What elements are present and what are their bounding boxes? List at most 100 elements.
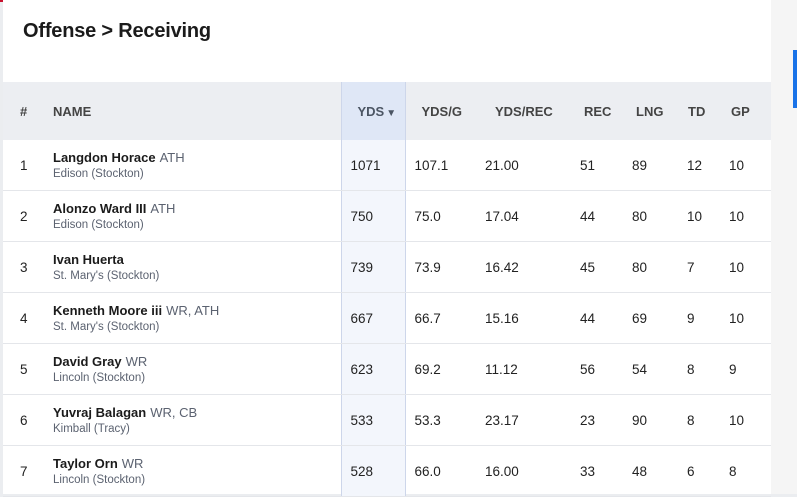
school-name[interactable]: Lincoln (Stockton): [53, 372, 146, 384]
player-name-link[interactable]: Ivan Huerta: [53, 252, 124, 267]
player-name-link[interactable]: David Gray: [53, 354, 122, 369]
player-position: WR: [125, 354, 148, 369]
rank-cell: 2: [3, 190, 53, 242]
ydsrec-cell: 17.04: [477, 190, 574, 242]
player-position: ATH: [159, 150, 185, 165]
table-header-row: # NAME YDS ▼ YDS/G YDS/REC REC LNG TD GP: [3, 82, 771, 140]
lng-cell: 80: [628, 241, 680, 293]
player-name-link[interactable]: Kenneth Moore iii: [53, 303, 163, 318]
ydsrec-cell: 11.12: [477, 343, 574, 395]
table-row[interactable]: 6 Yuvraj Balagan WR, CB Kimball (Tracy) 533 5…: [3, 394, 771, 446]
column-header-yds[interactable]: YDS ▼: [340, 82, 406, 140]
school-name[interactable]: Edison (Stockton): [53, 219, 144, 231]
ydsg-cell: 73.9: [405, 241, 477, 293]
rank-cell: 6: [3, 394, 53, 446]
school-name[interactable]: St. Mary's (Stockton): [53, 270, 160, 282]
player-cell[interactable]: Kenneth Moore iii WR, ATH St. Mary's (Stoc…: [53, 292, 341, 344]
rec-cell: 51: [574, 140, 628, 191]
stats-card: Offense > Receiving # NAME YDS ▼ YDS/G YD…: [3, 0, 771, 497]
lng-cell: 80: [628, 190, 680, 242]
td-cell: 12: [680, 140, 725, 191]
column-header-rec[interactable]: REC: [574, 82, 628, 140]
player-name-link[interactable]: Taylor Orn: [53, 456, 118, 471]
gp-cell: 8: [725, 445, 771, 497]
ydsg-cell: 107.1: [405, 140, 477, 191]
sort-desc-icon: ▼: [386, 107, 397, 119]
scrollbar-thumb[interactable]: [793, 50, 797, 108]
player-name-link[interactable]: Yuvraj Balagan: [53, 405, 147, 420]
gp-cell: 10: [725, 292, 771, 344]
lng-cell: 90: [628, 394, 680, 446]
ydsg-cell: 75.0: [405, 190, 477, 242]
gp-cell: 10: [725, 140, 771, 191]
rank-cell: 3: [3, 241, 53, 293]
lng-cell: 69: [628, 292, 680, 344]
receiving-table-container: # NAME YDS ▼ YDS/G YDS/REC REC LNG TD GP …: [3, 82, 771, 497]
ydsrec-cell: 21.00: [477, 140, 574, 191]
rank-cell: 4: [3, 292, 53, 344]
yds-label: YDS: [357, 103, 385, 119]
lng-cell: 54: [628, 343, 680, 395]
player-cell[interactable]: Ivan Huerta St. Mary's (Stockton): [53, 241, 341, 293]
rank-cell: 7: [3, 445, 53, 497]
ydsrec-cell: 16.00: [477, 445, 574, 497]
td-cell: 7: [680, 241, 725, 293]
yds-cell: 667: [340, 292, 406, 344]
table-row[interactable]: 4 Kenneth Moore iii WR, ATH St. Mary's (Sto…: [3, 292, 771, 344]
gp-cell: 9: [725, 343, 771, 395]
ydsrec-cell: 16.42: [477, 241, 574, 293]
yds-cell: 533: [340, 394, 406, 446]
player-position: ATH: [150, 201, 176, 216]
gp-cell: 10: [725, 241, 771, 293]
column-header-ydsrec[interactable]: YDS/REC: [477, 82, 574, 140]
ydsrec-cell: 23.17: [477, 394, 574, 446]
title-area: Offense > Receiving: [3, 0, 771, 82]
yds-cell: 739: [340, 241, 406, 293]
td-cell: 8: [680, 343, 725, 395]
table-row[interactable]: 1 Langdon Horace ATH Edison (Stockton) 1071 1…: [3, 140, 771, 191]
yds-cell: 750: [340, 190, 406, 242]
school-name[interactable]: Lincoln (Stockton): [53, 474, 146, 486]
column-header-gp[interactable]: GP: [725, 82, 771, 140]
ydsg-cell: 66.7: [405, 292, 477, 344]
school-name[interactable]: St. Mary's (Stockton): [53, 321, 160, 333]
rec-cell: 33: [574, 445, 628, 497]
yds-cell: 528: [340, 445, 406, 497]
table-row[interactable]: 7 Taylor Orn WR Lincoln (Stockton) 528 66.0 16…: [3, 445, 771, 497]
rank-cell: 1: [3, 140, 53, 191]
rec-cell: 45: [574, 241, 628, 293]
player-cell[interactable]: David Gray WR Lincoln (Stockton): [53, 343, 341, 395]
table-row[interactable]: 2 Alonzo Ward III ATH Edison (Stockton) 750 7…: [3, 190, 771, 242]
column-header-td[interactable]: TD: [680, 82, 725, 140]
player-name-link[interactable]: Langdon Horace: [53, 150, 156, 165]
gp-cell: 10: [725, 190, 771, 242]
rec-cell: 56: [574, 343, 628, 395]
table-row[interactable]: 5 David Gray WR Lincoln (Stockton) 623 69.2 11…: [3, 343, 771, 395]
yds-cell: 623: [340, 343, 406, 395]
side-panel: [771, 0, 797, 494]
td-cell: 9: [680, 292, 725, 344]
player-position: WR: [121, 456, 144, 471]
ydsg-cell: 69.2: [405, 343, 477, 395]
player-position: WR, CB: [150, 405, 198, 420]
ydsrec-cell: 15.16: [477, 292, 574, 344]
gp-cell: 10: [725, 394, 771, 446]
column-header-name[interactable]: NAME: [53, 82, 341, 140]
column-header-ydsg[interactable]: YDS/G: [405, 82, 477, 140]
player-cell[interactable]: Taylor Orn WR Lincoln (Stockton): [53, 445, 341, 497]
player-cell[interactable]: Alonzo Ward III ATH Edison (Stockton): [53, 190, 341, 242]
ydsg-cell: 53.3: [405, 394, 477, 446]
rec-cell: 23: [574, 394, 628, 446]
column-header-lng[interactable]: LNG: [628, 82, 680, 140]
lng-cell: 89: [628, 140, 680, 191]
td-cell: 10: [680, 190, 725, 242]
column-header-rank[interactable]: #: [3, 82, 53, 140]
school-name[interactable]: Edison (Stockton): [53, 168, 144, 180]
player-name-link[interactable]: Alonzo Ward III: [53, 201, 147, 216]
player-cell[interactable]: Yuvraj Balagan WR, CB Kimball (Tracy): [53, 394, 341, 446]
player-cell[interactable]: Langdon Horace ATH Edison (Stockton): [53, 140, 341, 191]
table-body: 1 Langdon Horace ATH Edison (Stockton) 1071 1…: [3, 140, 771, 497]
school-name[interactable]: Kimball (Tracy): [53, 423, 130, 435]
td-cell: 6: [680, 445, 725, 497]
table-row[interactable]: 3 Ivan Huerta St. Mary's (Stockton) 739 73.9…: [3, 241, 771, 293]
